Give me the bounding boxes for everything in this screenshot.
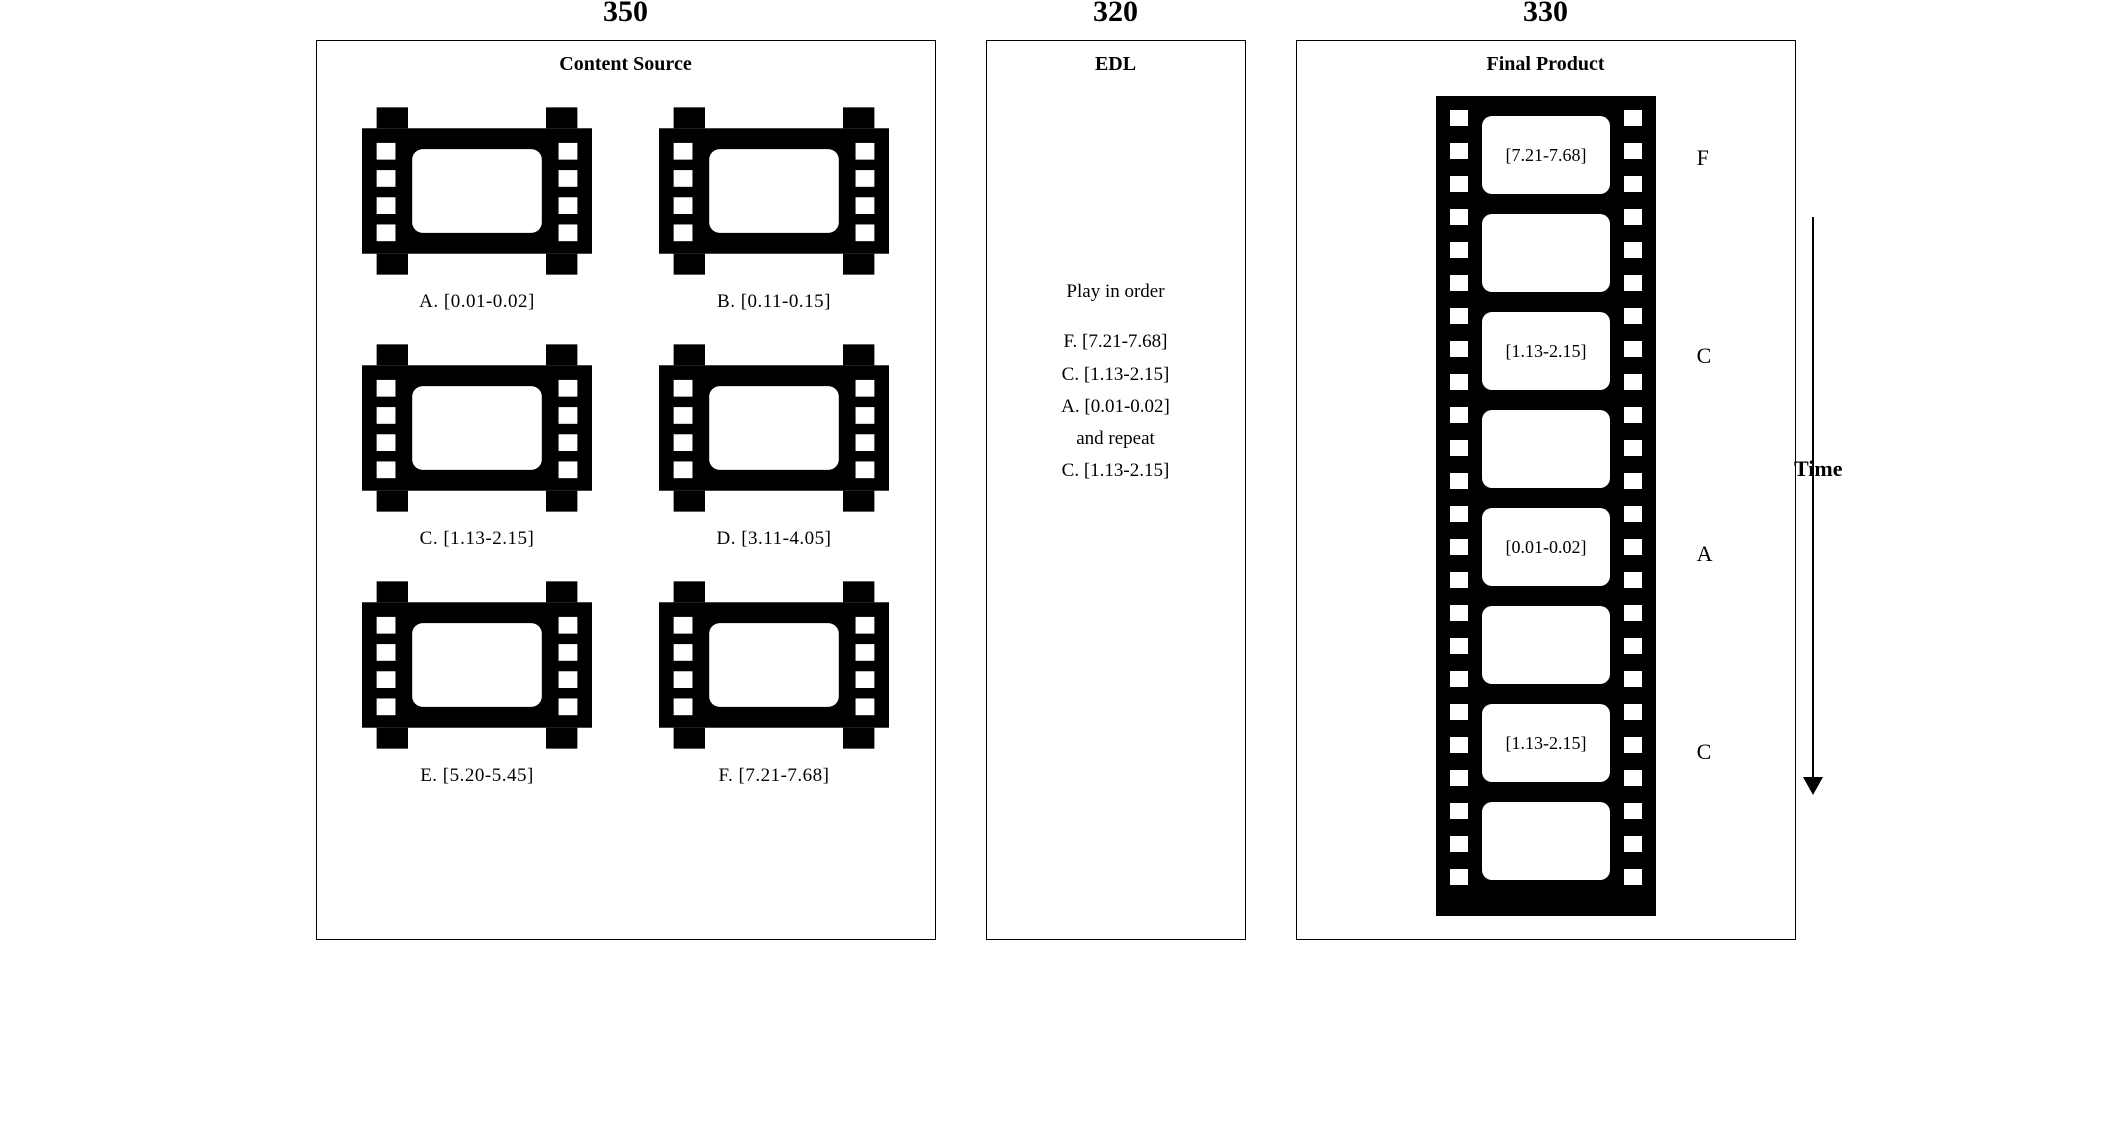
film-clip-icon xyxy=(362,106,592,276)
time-label: Time xyxy=(1794,456,1842,482)
clip-caption: E. [5.20-5.45] xyxy=(349,765,606,787)
final-film-strip: [7.21-7.68] [1.13-2.15] [0.01-0.02] [1.13-2… xyxy=(1416,96,1676,916)
arrow-line xyxy=(1812,217,1814,777)
clip-caption: A. [0.01-0.02] xyxy=(349,291,606,313)
panel-title-edl: EDL xyxy=(999,53,1233,76)
final-frame-range: [1.13-2.15] xyxy=(1505,733,1586,753)
edl-item: and repeat xyxy=(999,423,1233,455)
clip-caption: F. [7.21-7.68] xyxy=(646,765,903,787)
arrow-head-icon xyxy=(1803,777,1823,795)
film-clip-icon xyxy=(659,106,889,276)
final-product-panel: 330 Final Product [7.21-7.68][1.13-2.15]… xyxy=(1296,40,1796,940)
clip-caption: D. [3.11-4.05] xyxy=(646,528,903,550)
edl-items: F. [7.21-7.68]C. [1.13-2.15]A. [0.01-0.0… xyxy=(999,326,1233,487)
clip-caption: C. [1.13-2.15] xyxy=(349,528,606,550)
film-clip-icon xyxy=(659,580,889,750)
final-frame-range: [1.13-2.15] xyxy=(1505,341,1586,361)
time-column xyxy=(1803,96,1823,916)
clip-cell: C. [1.13-2.15] xyxy=(349,343,606,550)
edl-body: Play in order F. [7.21-7.68]C. [1.13-2.1… xyxy=(999,276,1233,488)
final-frame-letter: F xyxy=(1697,145,1713,171)
panel-number-350: 350 xyxy=(603,0,648,29)
clip-cell: A. [0.01-0.02] xyxy=(349,106,606,313)
final-frame-letter: A xyxy=(1697,541,1713,567)
clip-caption: B. [0.11-0.15] xyxy=(646,291,903,313)
panel-title-content-source: Content Source xyxy=(329,53,923,76)
edl-item: C. [1.13-2.15] xyxy=(999,455,1233,487)
film-clip-icon xyxy=(362,580,592,750)
strip-letters: F C A C xyxy=(1697,145,1713,765)
film-clip-icon xyxy=(362,343,592,513)
final-frame-range: [0.01-0.02] xyxy=(1505,537,1586,557)
film-clip-icon xyxy=(659,343,889,513)
clip-cell: B. [0.11-0.15] xyxy=(646,106,903,313)
edl-item: F. [7.21-7.68] xyxy=(999,326,1233,358)
final-strip-wrap: [7.21-7.68] [1.13-2.15] [0.01-0.02] [1.13-2… xyxy=(1309,96,1783,916)
edl-panel: 320 EDL Play in order F. [7.21-7.68]C. [… xyxy=(986,40,1246,940)
content-source-panel: 350 Content Source A. [0.01-0.02]B. [0.1… xyxy=(316,40,936,940)
clip-grid: A. [0.01-0.02] B. [0.11-0.15] C. [1.13-2.1… xyxy=(329,96,923,797)
final-frame-range: [7.21-7.68] xyxy=(1505,145,1586,165)
panel-number-330: 330 xyxy=(1523,0,1568,29)
clip-cell: D. [3.11-4.05] xyxy=(646,343,903,550)
edl-item: C. [1.13-2.15] xyxy=(999,359,1233,391)
edl-item: A. [0.01-0.02] xyxy=(999,391,1233,423)
final-frame-letter: C xyxy=(1697,739,1713,765)
final-frame-letter: C xyxy=(1697,343,1713,369)
edl-header: Play in order xyxy=(999,276,1233,308)
diagram-container: 350 Content Source A. [0.01-0.02]B. [0.1… xyxy=(40,40,2071,940)
clip-cell: F. [7.21-7.68] xyxy=(646,580,903,787)
panel-number-320: 320 xyxy=(1093,0,1138,29)
time-arrow xyxy=(1803,217,1823,795)
clip-cell: E. [5.20-5.45] xyxy=(349,580,606,787)
panel-title-final: Final Product xyxy=(1309,53,1783,76)
